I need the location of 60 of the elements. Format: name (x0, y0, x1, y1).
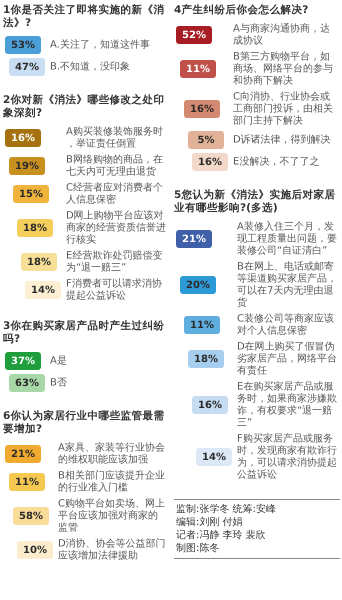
data-label: 14% (31, 285, 55, 296)
data-label: 16% (11, 133, 35, 144)
category-label: A家具、家装等行业协会的维权职能应该加强 (58, 442, 165, 466)
text: 5您认为新《消法》实施后对家居业有哪些影响?(多选) (174, 189, 336, 215)
data-label: 5% (198, 135, 214, 146)
category-label: A装修入住三个月，发现工程质量出问题，要装修公司“自证清白” (237, 220, 337, 257)
category-label: A.关注了，知道这件事 (50, 38, 150, 51)
category-label: A与商家沟通协商，达成协议 (233, 22, 330, 47)
text: 记者:冯静 李玲 裴欣 (176, 529, 267, 542)
category-label: F消费者可以请求消协提起公益诉讼 (66, 278, 162, 302)
data-label: 18% (27, 257, 51, 268)
category-label: E经营欺诈处罚赔偿变为“退一赔三” (66, 250, 162, 274)
category-label: C装修公司等商家应该对个人信息保密 (237, 312, 334, 337)
data-label: 11% (190, 320, 214, 332)
data-label: 20% (186, 280, 210, 292)
category-label: B网络购物的商品，在七天内可无理由退货 (66, 154, 163, 178)
data-label: 47% (15, 62, 39, 74)
data-label: 15% (19, 189, 43, 200)
category-label: A购买装修装饰服务时，举证责任倒置 (66, 126, 163, 150)
category-label: B第三方购物平台，如商场、网络平台的参与和协商下解决 (233, 50, 333, 87)
data-label: 58% (19, 511, 43, 522)
text: 1你是否关注了即将实施的新《消法》? (3, 4, 166, 30)
category-label: D网上购物平台应该对商家的经营资质信誉进行核实 (66, 210, 166, 246)
data-label: 52% (182, 30, 206, 42)
data-label: 37% (11, 356, 35, 368)
category-label: E没解决，不了了之 (233, 156, 320, 168)
data-label: 16% (190, 104, 214, 116)
data-label: 11% (15, 477, 39, 488)
category-label: E在购买家居产品或服务时，如果商家涉嫌欺诈，有权要求“退一赔三” (237, 380, 337, 429)
data-label: 21% (182, 234, 206, 246)
category-label: B.不知道，没印象 (50, 60, 130, 73)
category-label: C购物平台如卖场、网上平台应该加强对商家的监管 (58, 498, 165, 534)
category-label: B否 (50, 378, 67, 389)
text: 制图:陈冬 (176, 542, 220, 555)
category-label: D诉诸法律，得到解决 (233, 134, 331, 146)
data-label: 10% (23, 545, 47, 556)
text: 3你在购买家居产品时产生过纠纷吗? (3, 320, 166, 346)
category-label: F购买家居产品或服务时，发现商家有欺诈行为，可以请求消协提起公益诉讼 (237, 432, 337, 481)
category-label: C向消协、行业协会或工商部门投诉，由相关部门主持下解决 (233, 90, 333, 127)
data-label: 14% (202, 452, 226, 464)
data-label: 21% (11, 449, 35, 460)
category-label: A是 (50, 356, 67, 367)
text: 6你认为家居行业中哪些监管最需要增加? (3, 410, 166, 436)
text: 编辑:刘刚 付娟 (176, 516, 244, 529)
data-label: 16% (198, 400, 222, 412)
category-label: C经营者应对消费者个人信息保密 (66, 182, 163, 206)
data-label: 16% (198, 157, 222, 168)
data-label: 18% (194, 354, 218, 366)
category-label: B相关部门应该提升企业的行业准入门槛 (58, 470, 165, 494)
data-label: 63% (15, 378, 39, 390)
category-label: D消协、协会等公益部门应该增加法律援助 (58, 538, 166, 562)
data-label: 11% (186, 64, 210, 76)
data-label: 19% (15, 161, 39, 172)
category-label: B在网上、电话或邮寄等渠道购买家居产品，可以在7天内无理由退货 (237, 260, 337, 309)
data-label: 53% (11, 40, 35, 52)
text: 2你对新《消法》哪些修改之处印象深刻? (3, 94, 166, 120)
text: 监制:张学冬 统筹:安峰 (176, 503, 277, 516)
category-label: D在网上购买了假冒伪劣家居产品，网络平台有责任 (237, 340, 337, 377)
text: 4产生纠纷后你会怎么解决? (174, 4, 310, 17)
data-label: 18% (23, 223, 47, 234)
